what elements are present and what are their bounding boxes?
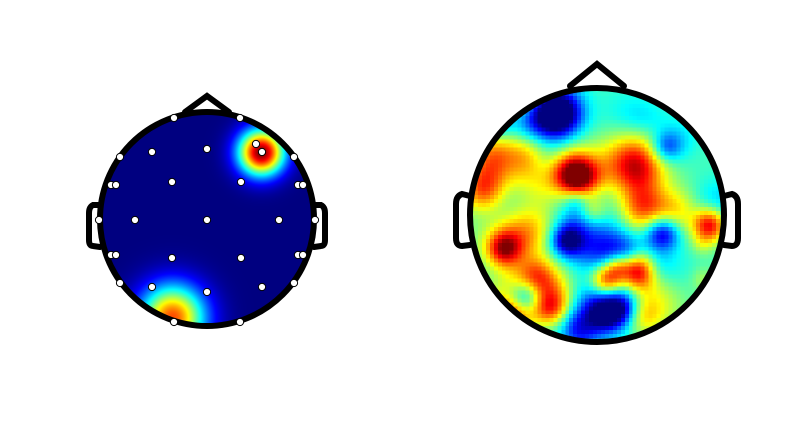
electrode-marker	[298, 250, 308, 260]
topomap-right	[453, 60, 741, 345]
electrode-marker	[111, 250, 121, 260]
electrode-marker	[94, 215, 104, 225]
electrode-marker	[115, 152, 125, 162]
electrode-marker	[235, 317, 245, 327]
nose-left	[182, 92, 232, 115]
electrode-marker	[202, 287, 212, 297]
electrode-marker	[169, 113, 179, 123]
electrode-marker	[130, 215, 140, 225]
electrode-marker	[310, 215, 320, 225]
electrode-layer	[94, 113, 320, 327]
electrode-marker	[115, 278, 125, 288]
electrode-marker	[289, 152, 299, 162]
electrode-marker	[251, 139, 261, 149]
electrode-marker	[274, 215, 284, 225]
electrode-marker	[289, 278, 299, 288]
topomap-left	[86, 92, 328, 329]
electrode-marker	[147, 147, 157, 157]
electrode-marker	[147, 282, 157, 292]
electrode-marker	[235, 113, 245, 123]
topomap-right-heatmap	[470, 88, 724, 342]
electrode-marker	[257, 147, 267, 157]
electrode-marker	[202, 215, 212, 225]
nose-right	[567, 60, 627, 89]
electrode-marker	[202, 144, 212, 154]
head-outline-right	[453, 60, 741, 345]
ear-left-right	[453, 190, 473, 250]
head-circle-right	[467, 85, 727, 345]
ear-left-left	[86, 202, 103, 250]
ear-right-left	[311, 202, 328, 250]
ear-right-right	[721, 190, 741, 250]
electrode-marker	[257, 282, 267, 292]
electrode-marker	[167, 253, 177, 263]
electrode-marker	[111, 180, 121, 190]
electrode-marker	[298, 180, 308, 190]
electrode-marker	[167, 177, 177, 187]
topomap-right-field	[470, 88, 724, 342]
electrode-marker	[236, 253, 246, 263]
electrode-marker	[236, 177, 246, 187]
electrode-marker	[169, 317, 179, 327]
